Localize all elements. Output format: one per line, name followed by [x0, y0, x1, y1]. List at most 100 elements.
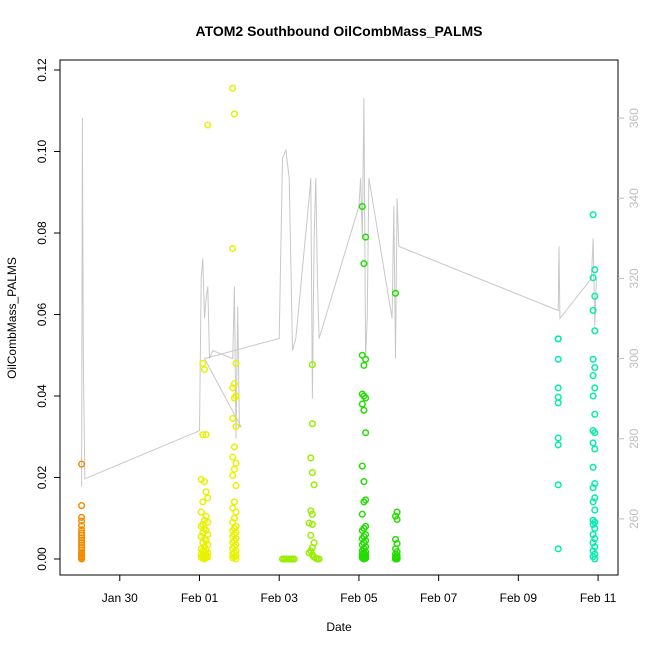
data-point-series-3: [308, 420, 316, 428]
data-point-series-5: [591, 363, 599, 372]
data-point-series-4: [360, 260, 368, 268]
data-point-series-4: [360, 478, 368, 486]
data-point-series-3: [290, 555, 298, 563]
data-point-series-5: [589, 211, 597, 219]
data-point-series-5: [554, 393, 562, 401]
y2-tick-label: 360: [627, 108, 641, 128]
data-point-series-4: [358, 462, 366, 470]
x-axis: Jan 30 Feb 01 Feb 03 Feb 05 Feb 07 Feb 09 Feb …: [102, 575, 617, 605]
data-point-series-3: [315, 555, 323, 563]
data-point-series-4: [393, 508, 401, 516]
data-point-series-5: [589, 520, 597, 528]
data-point-series-5: [554, 545, 562, 553]
data-point-series-5: [554, 434, 562, 442]
data-point-series-2: [232, 508, 240, 516]
data-point-series-5: [591, 524, 599, 532]
data-point-series-2: [230, 394, 238, 402]
data-point-series-4: [358, 202, 366, 211]
x-tick-label: Feb 03: [261, 591, 299, 605]
data-point-series-2: [199, 498, 207, 506]
data-point-series-5: [589, 463, 597, 471]
data-point-series-4: [393, 515, 401, 524]
data-point-series-2: [230, 110, 238, 118]
chart-title: ATOM2 Southbound OilCombMass_PALMS: [196, 23, 483, 39]
points-layer: [78, 84, 599, 563]
plot-frame: [59, 59, 619, 576]
data-point-series-4: [362, 429, 370, 437]
y-tick-label: 0.10: [35, 139, 49, 163]
data-point-series-2: [229, 471, 237, 480]
data-point-series-5: [554, 355, 562, 363]
y2-tick-label: 280: [627, 428, 641, 448]
data-point-series-5: [591, 445, 599, 453]
data-point-series-5: [589, 498, 597, 506]
data-point-series-5: [554, 441, 562, 449]
data-point-series-4: [358, 510, 366, 518]
data-point-series-2: [230, 465, 238, 473]
x-tick-label: Feb 05: [340, 591, 378, 605]
data-point-series-2: [204, 121, 212, 129]
x-tick-label: Feb 01: [181, 591, 219, 605]
data-point-series-5: [589, 392, 597, 400]
data-point-series-3: [310, 481, 318, 489]
data-point-series-5: [591, 506, 599, 514]
x-tick-label: Jan 30: [102, 591, 138, 605]
data-point-series-2: [229, 244, 237, 253]
data-point-series-5: [589, 306, 597, 314]
data-point-series-1: [78, 460, 86, 468]
data-point-series-3: [308, 361, 316, 369]
data-point-series-5: [589, 484, 597, 492]
data-point-series-5: [554, 399, 562, 407]
data-point-series-4: [362, 394, 370, 402]
data-point-series-5: [589, 372, 597, 380]
data-point-series-5: [591, 494, 599, 502]
data-point-series-2: [229, 384, 237, 392]
data-point-series-1: [78, 536, 86, 544]
data-point-series-5: [589, 355, 597, 363]
data-point-series-3: [307, 531, 315, 539]
overlay-series-line: [81, 98, 597, 487]
data-point-series-2: [202, 488, 210, 496]
overlay-layer: [81, 98, 597, 487]
y-tick-label: 0.06: [35, 302, 49, 326]
x-tick-label: Feb 09: [500, 591, 538, 605]
data-point-series-5: [591, 410, 599, 418]
data-point-series-5: [589, 439, 597, 447]
data-point-series-2: [202, 512, 210, 520]
data-point-series-1: [78, 502, 86, 510]
data-point-series-5: [589, 530, 597, 539]
y-tick-label: 0.04: [35, 384, 49, 408]
y-axis: 0.00 0.02 0.04 0.06 0.08 0.10 0.12: [35, 58, 60, 571]
data-point-series-4: [360, 406, 368, 414]
data-point-series-2: [232, 359, 240, 367]
data-point-series-5: [591, 384, 599, 392]
y2-tick-label: 340: [627, 188, 641, 208]
data-point-series-3: [308, 510, 316, 518]
y2-tick-label: 300: [627, 348, 641, 368]
y2-tick-label: 320: [627, 268, 641, 288]
data-point-series-5: [591, 555, 599, 563]
data-point-series-1: [78, 522, 86, 530]
data-point-series-2: [229, 84, 237, 92]
data-point-series-5: [591, 327, 599, 335]
data-point-series-4: [360, 555, 368, 563]
data-point-series-5: [591, 429, 599, 437]
data-point-series-2: [199, 431, 207, 439]
data-point-series-2: [232, 482, 240, 490]
data-point-series-3: [308, 520, 316, 528]
data-point-series-1: [78, 517, 86, 525]
data-point-series-4: [391, 289, 400, 297]
x-tick-label: Feb 07: [420, 591, 458, 605]
data-point-series-5: [591, 266, 599, 274]
data-point-series-5: [554, 335, 562, 343]
x-axis-label: Date: [326, 620, 352, 634]
data-point-series-3: [308, 469, 316, 477]
y-tick-label: 0.00: [35, 547, 49, 571]
data-point-series-5: [589, 539, 597, 547]
data-point-series-1: [78, 555, 86, 563]
data-point-series-2: [200, 478, 209, 486]
data-point-series-2: [229, 453, 237, 461]
data-point-series-2: [200, 555, 209, 563]
data-point-series-2: [229, 554, 237, 562]
